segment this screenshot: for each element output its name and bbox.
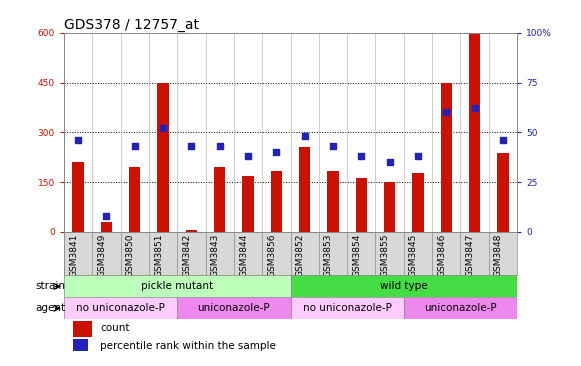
Text: GSM3842: GSM3842: [182, 234, 191, 277]
Text: strain: strain: [35, 281, 66, 291]
Bar: [214, 167, 225, 232]
Bar: [73, 162, 84, 232]
Bar: [469, 33, 480, 232]
Point: [328, 143, 338, 149]
Point: [385, 159, 394, 165]
Text: GSM3850: GSM3850: [125, 234, 135, 277]
Bar: [271, 171, 282, 232]
Bar: [177, 297, 290, 319]
Bar: [73, 321, 92, 337]
Text: GSM3845: GSM3845: [409, 234, 418, 277]
Text: uniconazole-P: uniconazole-P: [198, 303, 270, 313]
Bar: [101, 223, 112, 232]
Bar: [413, 173, 424, 232]
Bar: [290, 276, 517, 297]
Text: uniconazole-P: uniconazole-P: [424, 303, 497, 313]
Text: GSM3847: GSM3847: [465, 234, 475, 277]
Bar: [497, 153, 508, 232]
Bar: [404, 297, 517, 319]
Bar: [157, 83, 168, 232]
Text: percentile rank within the sample: percentile rank within the sample: [100, 341, 276, 351]
Bar: [384, 182, 395, 232]
Bar: [186, 231, 197, 232]
Bar: [64, 297, 177, 319]
Text: wild type: wild type: [380, 281, 428, 291]
Point: [130, 143, 139, 149]
Point: [470, 105, 479, 111]
Point: [300, 133, 309, 139]
Point: [187, 143, 196, 149]
Point: [357, 153, 366, 159]
Point: [498, 137, 508, 143]
Bar: [327, 171, 339, 232]
Bar: [290, 297, 404, 319]
Text: GSM3853: GSM3853: [324, 234, 333, 277]
Point: [215, 143, 224, 149]
Text: GSM3854: GSM3854: [352, 234, 361, 277]
Text: GSM3851: GSM3851: [154, 234, 163, 277]
Text: GSM3849: GSM3849: [98, 234, 106, 277]
Bar: [440, 83, 452, 232]
Text: agent: agent: [35, 303, 66, 313]
Text: no uniconazole-P: no uniconazole-P: [76, 303, 165, 313]
Bar: [129, 167, 141, 232]
Point: [442, 109, 451, 115]
Bar: [73, 339, 88, 351]
Bar: [299, 147, 310, 232]
Text: GSM3855: GSM3855: [381, 234, 390, 277]
Text: GSM3848: GSM3848: [494, 234, 503, 277]
Text: GSM3856: GSM3856: [267, 234, 277, 277]
Bar: [64, 276, 290, 297]
Bar: [242, 176, 254, 232]
Bar: [356, 178, 367, 232]
Text: count: count: [100, 323, 130, 333]
Point: [272, 149, 281, 155]
Text: GSM3844: GSM3844: [239, 234, 248, 277]
Text: pickle mutant: pickle mutant: [141, 281, 213, 291]
Text: GSM3841: GSM3841: [69, 234, 78, 277]
Point: [243, 153, 253, 159]
Text: GSM3846: GSM3846: [437, 234, 446, 277]
Text: GSM3852: GSM3852: [296, 234, 304, 277]
Point: [73, 137, 83, 143]
Text: GDS378 / 12757_at: GDS378 / 12757_at: [64, 18, 199, 32]
Point: [413, 153, 422, 159]
Point: [102, 213, 111, 219]
Text: no uniconazole-P: no uniconazole-P: [303, 303, 392, 313]
Text: GSM3843: GSM3843: [211, 234, 220, 277]
Point: [159, 126, 168, 131]
